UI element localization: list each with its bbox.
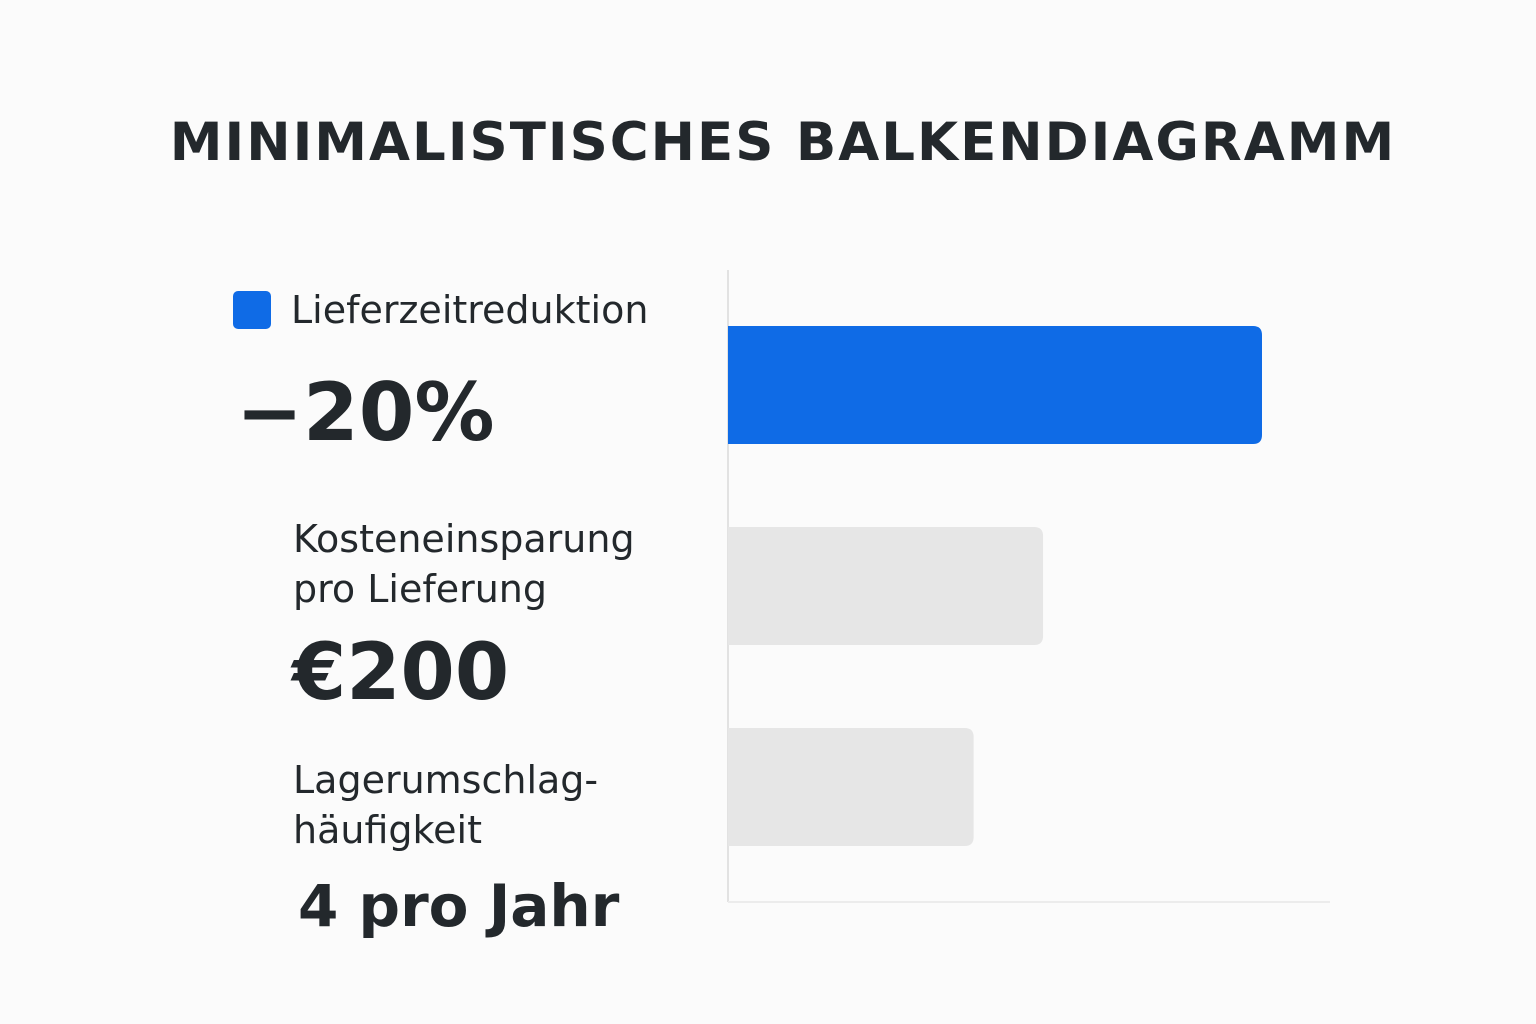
- bar-2-label-line-1: Kosteneinsparung: [293, 517, 635, 561]
- chart-title: MINIMALISTISCHES BALKENDIAGRAMM: [169, 112, 1397, 173]
- bar-3-value: 4 pro Jahr: [298, 872, 620, 940]
- bar-2-label: Kosteneinsparung pro Lieferung: [293, 514, 635, 614]
- bar-3: [728, 728, 974, 846]
- bar-3-label: Lagerumschlag- häufigkeit: [293, 755, 598, 855]
- bar-3-label-line-1: Lagerumschlag-: [293, 758, 599, 802]
- legend-swatch-lieferzeitreduktion: [233, 291, 271, 329]
- bar-2-label-line-2: pro Lieferung: [293, 567, 548, 611]
- bar-1: [728, 326, 1262, 444]
- bar-3-label-line-2: häufigkeit: [293, 808, 482, 852]
- bar-1-value: −20%: [236, 366, 495, 459]
- legend-label-lieferzeitreduktion: Lieferzeitreduktion: [291, 288, 649, 332]
- bar-2: [728, 527, 1044, 645]
- bar-2-value: €200: [292, 628, 510, 718]
- chart-legend: Lieferzeitreduktion: [233, 288, 648, 332]
